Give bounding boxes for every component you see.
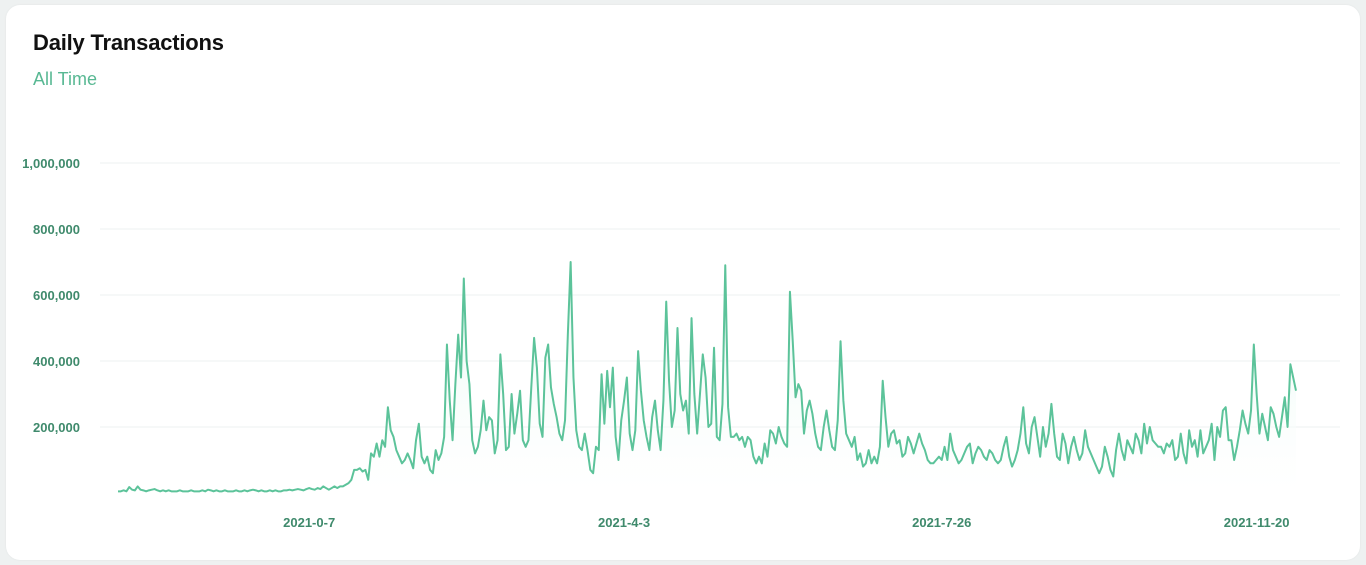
series-line	[118, 261, 1297, 493]
y-tick-label: 600,000	[33, 288, 80, 303]
y-axis-labels: 200,000 400,000 600,000 800,000 1,000,000	[22, 156, 80, 435]
chart-subtitle: All Time	[33, 69, 98, 89]
x-axis-labels: 2021-0-7 2021-4-3 2021-7-26 2021-11-20	[283, 515, 1289, 530]
series-area	[118, 262, 1296, 493]
x-tick-label: 2021-11-20	[1224, 515, 1290, 530]
y-tick-label: 400,000	[33, 354, 80, 369]
x-tick-label: 2021-7-26	[912, 515, 971, 530]
y-tick-label: 1,000,000	[22, 156, 80, 171]
x-tick-label: 2021-0-7	[283, 515, 335, 530]
chart-title: Daily Transactions	[33, 30, 224, 55]
x-tick-label: 2021-4-3	[598, 515, 650, 530]
y-tick-label: 200,000	[33, 420, 80, 435]
y-tick-label: 800,000	[33, 222, 80, 237]
series-layer	[118, 261, 1297, 493]
grid-lines	[100, 162, 1340, 428]
